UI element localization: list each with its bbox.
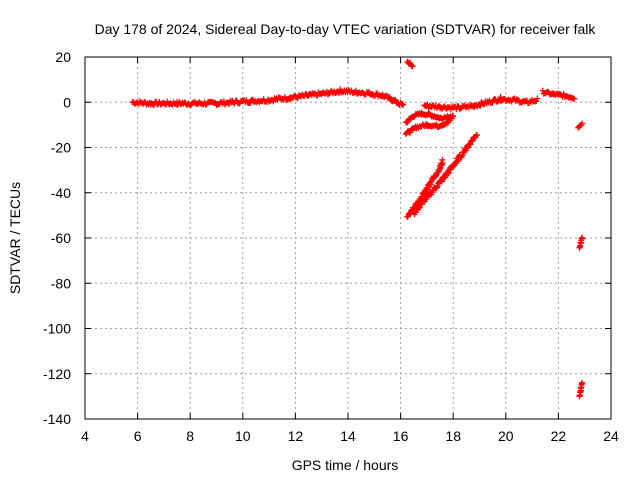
data-point (416, 204, 423, 211)
x-tick-label: 24 (603, 428, 619, 444)
x-axis-label: GPS time / hours (292, 457, 399, 473)
data-point (409, 63, 416, 70)
x-tick-label: 18 (445, 428, 461, 444)
series-sdtvar (129, 58, 586, 400)
data-point (571, 95, 578, 102)
data-point (463, 145, 470, 152)
y-tick-label: -20 (51, 140, 71, 156)
x-tick-label: 14 (340, 428, 356, 444)
data-point (399, 101, 406, 108)
data-point (489, 99, 496, 106)
data-point (579, 235, 586, 242)
data-point (444, 169, 451, 176)
data-point (412, 209, 419, 216)
data-point (455, 157, 462, 164)
data-point (473, 132, 480, 139)
data-series (129, 58, 586, 400)
chart-title: Day 178 of 2024, Sidereal Day-to-day VTE… (95, 21, 597, 37)
data-point (407, 129, 414, 136)
y-tick-label: -140 (43, 411, 71, 427)
data-point (450, 113, 457, 120)
data-point (445, 170, 452, 177)
data-point (534, 95, 541, 102)
x-tick-label: 10 (235, 428, 251, 444)
data-point (392, 96, 399, 103)
x-tick-label: 6 (134, 428, 142, 444)
y-tick-label: 20 (55, 49, 71, 65)
x-tick-label: 16 (393, 428, 409, 444)
data-point (579, 120, 586, 127)
y-tick-label: -60 (51, 230, 71, 246)
x-tick-label: 20 (498, 428, 514, 444)
x-tick-label: 22 (551, 428, 567, 444)
data-point (459, 151, 466, 158)
axis-ticks: 4 6 8 10 12 14 16 18 20 22 24 20 0 -20 -40 -60 -80 -100 -1… (43, 49, 619, 444)
data-point (400, 101, 407, 108)
data-point (579, 380, 586, 387)
y-tick-label: -120 (43, 366, 71, 382)
y-axis-label: SDTVAR / TECUs (7, 182, 23, 294)
x-tick-label: 12 (288, 428, 304, 444)
data-point (408, 62, 415, 69)
y-tick-label: 0 (63, 94, 71, 110)
data-point (439, 159, 446, 166)
y-tick-label: -40 (51, 185, 71, 201)
x-tick-label: 4 (81, 428, 89, 444)
y-tick-label: -80 (51, 275, 71, 291)
y-tick-label: -100 (43, 321, 71, 337)
data-point (467, 141, 474, 148)
x-tick-label: 8 (186, 428, 194, 444)
